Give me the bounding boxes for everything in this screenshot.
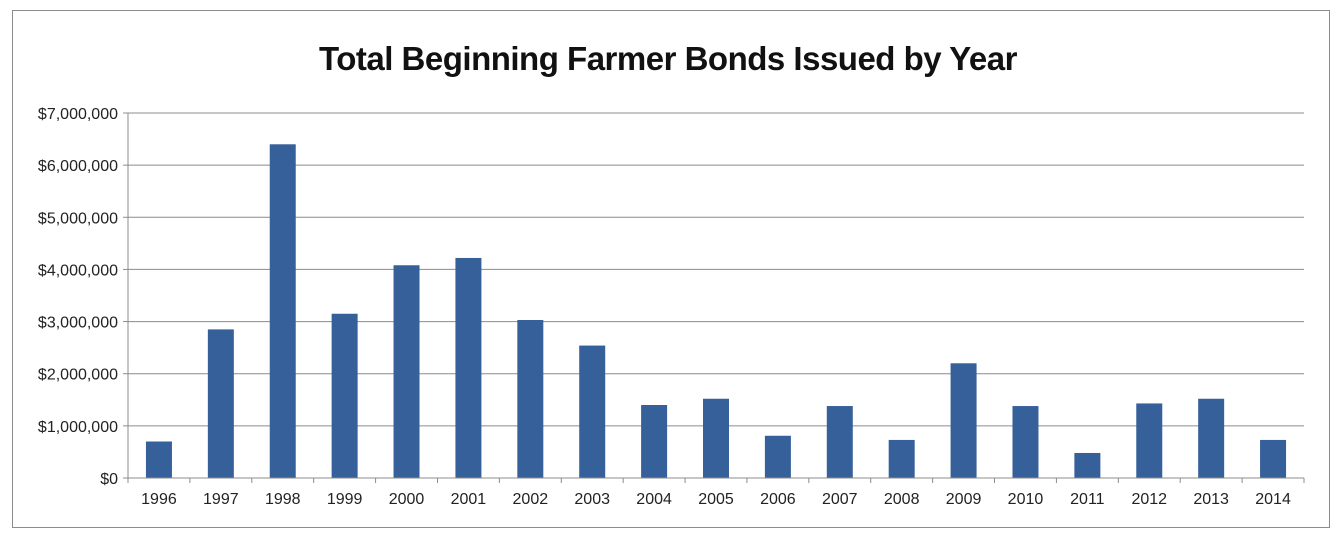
x-tick-label: 2008 (884, 491, 920, 508)
bar-2000 (393, 265, 420, 478)
y-tick-label: $6,000,000 (38, 158, 118, 175)
bar-2006 (764, 435, 791, 478)
y-tick-label: $2,000,000 (38, 367, 118, 384)
x-tick-label: 1999 (327, 491, 363, 508)
x-tick-label: 2011 (1070, 491, 1105, 508)
bar-2009 (950, 363, 977, 478)
y-tick-label: $0 (100, 471, 118, 488)
bar-2001 (455, 257, 482, 478)
bar-1998 (269, 144, 296, 479)
x-axis-ticks: 1996 1997 1998 1999 2000 2001 2002 2003 2004 2005… (141, 491, 1291, 508)
chart-title: Total Beginning Farmer Bonds Issued by Y… (319, 40, 1017, 77)
x-tick-label: 2012 (1131, 491, 1167, 508)
y-tick-label: $7,000,000 (38, 106, 118, 123)
x-tick-label: 2002 (513, 491, 549, 508)
x-tick-label: 2006 (760, 491, 796, 508)
bar-2008 (888, 439, 915, 478)
bar-1999 (331, 313, 358, 478)
y-tick-label: $1,000,000 (38, 419, 118, 436)
axes (123, 112, 1305, 483)
x-tick-label: 2005 (698, 491, 734, 508)
x-tick-label: 2004 (636, 491, 672, 508)
x-tick-label: 2003 (574, 491, 610, 508)
bar-2002 (517, 320, 544, 478)
bar-2011 (1074, 452, 1101, 478)
y-tick-label: $5,000,000 (38, 210, 118, 227)
x-tick-label: 1998 (265, 491, 301, 508)
bar-2003 (579, 345, 606, 478)
bars (145, 144, 1287, 479)
x-tick-label: 1996 (141, 491, 177, 508)
bar-2010 (1012, 406, 1039, 478)
x-tick-label: 2001 (451, 491, 487, 508)
bar-2007 (826, 406, 853, 478)
x-tick-label: 2010 (1008, 491, 1044, 508)
x-tick-label: 2007 (822, 491, 858, 508)
x-tick-label: 1997 (203, 491, 239, 508)
y-tick-label: $4,000,000 (38, 262, 118, 279)
gridlines (128, 112, 1304, 427)
bar-1996 (145, 441, 172, 478)
x-tick-label: 2013 (1193, 491, 1229, 508)
bar-1997 (207, 329, 234, 478)
bar-2004 (641, 405, 668, 478)
x-tick-label: 2000 (389, 491, 425, 508)
bar-2012 (1136, 403, 1163, 478)
bar-2013 (1198, 398, 1225, 478)
x-tick-label: 2014 (1255, 491, 1291, 508)
y-axis-ticks: $0 $1,000,000 $2,000,000 $3,000,000 $4,000,0… (38, 106, 118, 488)
x-tick-label: 2009 (946, 491, 982, 508)
bar-2005 (703, 398, 729, 478)
y-tick-label: $3,000,000 (38, 315, 118, 332)
bar-2014 (1260, 439, 1287, 478)
